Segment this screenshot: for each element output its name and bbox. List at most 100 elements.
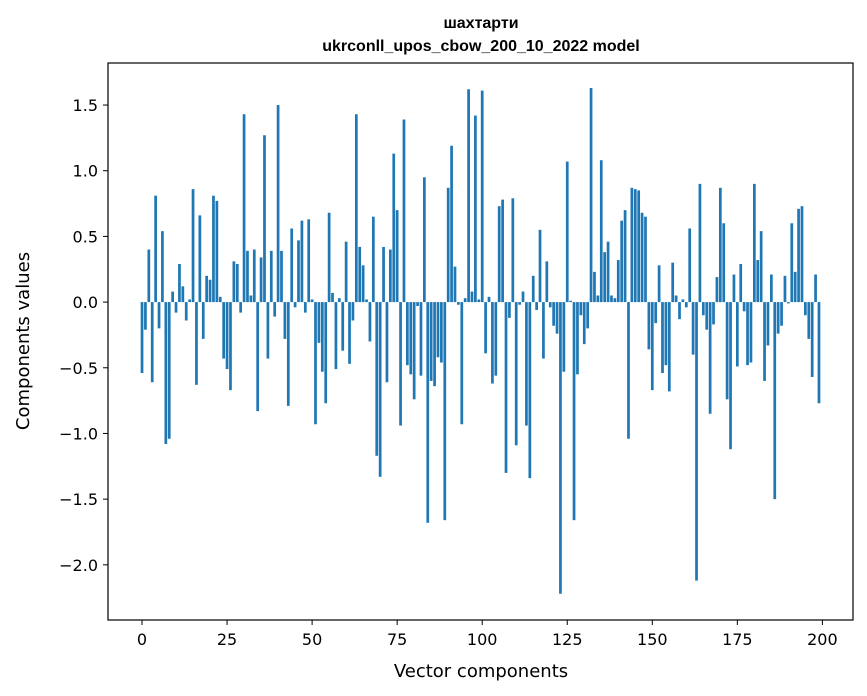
x-tick-label: 150 <box>637 630 668 649</box>
bar <box>640 212 644 303</box>
bar <box>222 302 226 359</box>
bar <box>293 302 297 308</box>
bar <box>684 302 688 308</box>
bar <box>763 302 766 381</box>
bar <box>538 229 542 303</box>
bar <box>787 302 790 304</box>
bar <box>205 275 209 303</box>
bar <box>263 135 266 303</box>
bar <box>749 302 753 363</box>
bar <box>484 302 487 354</box>
bar <box>297 240 300 303</box>
bar <box>375 302 379 456</box>
bar <box>661 302 664 374</box>
bar <box>497 206 501 303</box>
bar <box>708 302 712 414</box>
bar <box>331 292 334 303</box>
bar <box>184 302 188 321</box>
bar <box>429 302 433 381</box>
bar <box>259 257 263 303</box>
bar <box>793 271 797 303</box>
bar <box>378 302 382 477</box>
bar <box>589 87 593 303</box>
bar <box>623 210 627 303</box>
bar <box>453 266 457 303</box>
bar <box>273 302 277 317</box>
bar <box>477 299 481 303</box>
bar <box>565 161 569 303</box>
bar <box>766 302 770 346</box>
y-tick-label: 1.0 <box>73 162 98 181</box>
bar <box>344 241 348 303</box>
bar <box>402 119 406 303</box>
bar <box>467 89 470 303</box>
bar <box>545 261 549 303</box>
bar <box>280 250 283 303</box>
bar <box>800 206 804 303</box>
bar <box>599 160 603 303</box>
bar <box>412 302 416 400</box>
bar <box>725 302 729 400</box>
bar <box>511 198 515 303</box>
bar <box>399 302 402 426</box>
bar <box>433 302 436 387</box>
bar <box>354 114 358 303</box>
bar <box>286 302 290 406</box>
bar <box>770 274 773 303</box>
bar <box>732 274 736 303</box>
bar <box>572 302 576 521</box>
bar <box>616 260 620 303</box>
bar <box>650 302 654 391</box>
bar <box>742 302 746 312</box>
bar <box>606 241 610 303</box>
bar <box>256 302 260 412</box>
bar <box>191 189 195 303</box>
bar <box>494 302 498 376</box>
bar <box>644 216 647 303</box>
bar <box>154 195 157 303</box>
bar <box>773 302 777 500</box>
bar <box>337 298 341 303</box>
bar <box>150 302 154 383</box>
y-tick-label: −1.0 <box>59 424 98 443</box>
x-tick-label: 25 <box>217 630 237 649</box>
bar <box>807 302 811 339</box>
bar <box>382 246 385 303</box>
bar <box>542 302 545 359</box>
bar <box>555 302 559 334</box>
bar <box>463 298 467 303</box>
bar <box>735 302 739 367</box>
x-axis-ticks: 0 25 50 75 100 125 150 175 200 <box>137 620 838 649</box>
bar <box>654 302 658 324</box>
bar <box>450 145 453 303</box>
bar <box>208 279 212 303</box>
bar <box>310 299 314 303</box>
bar <box>307 219 311 303</box>
bar <box>596 295 600 303</box>
bar <box>406 302 409 366</box>
bar <box>688 228 692 303</box>
bar <box>586 302 590 329</box>
bar <box>392 153 396 303</box>
bar <box>361 265 365 303</box>
bar <box>171 291 174 303</box>
bar <box>317 302 321 343</box>
bar <box>239 302 243 313</box>
bar <box>695 302 698 581</box>
bar <box>501 199 504 303</box>
bar <box>508 302 511 318</box>
bar <box>678 302 681 320</box>
x-tick-label: 175 <box>722 630 753 649</box>
bar <box>667 302 671 392</box>
y-tick-label: 1.5 <box>73 96 98 115</box>
x-tick-label: 125 <box>552 630 583 649</box>
bar <box>249 295 253 303</box>
x-axis-label: Vector components <box>394 661 568 682</box>
bar <box>681 299 685 303</box>
bar <box>174 302 178 313</box>
bar <box>705 302 709 330</box>
bar <box>229 302 232 391</box>
bar <box>718 187 722 303</box>
bar <box>569 300 573 303</box>
